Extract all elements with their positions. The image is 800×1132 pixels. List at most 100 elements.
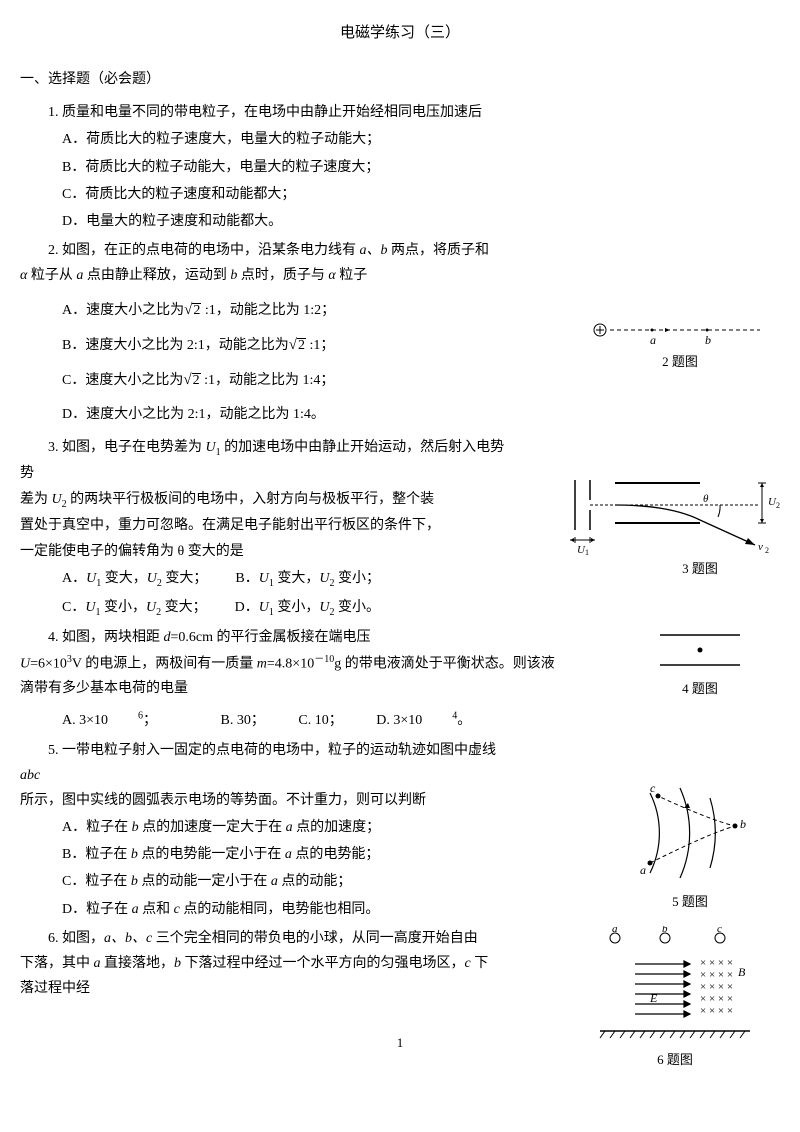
q2-opt-c-1: C．速度大小之比为 — [62, 373, 183, 388]
question-5: c b a 5 题图 5. 一带电粒子射入一固定的点电荷的电场中，粒子的运动轨迹… — [20, 738, 780, 922]
q3-b-1: B． — [235, 571, 258, 586]
svg-text:c: c — [650, 781, 656, 795]
q3-c-1: C． — [62, 600, 85, 615]
q3-c-3: 变大； — [161, 600, 207, 615]
q5-a-3: 点的加速度； — [293, 820, 381, 835]
svg-text:a: a — [650, 333, 656, 347]
q6-figure: a b c E × × × × × × × × × × × × × × × × — [590, 926, 760, 1071]
q5-a-a: a — [286, 820, 293, 835]
svg-text:1: 1 — [585, 548, 589, 555]
q6-b: b — [174, 956, 181, 971]
q3-stem-1: 3. 如图，电子在电势差为 — [48, 440, 206, 455]
q3-b-3: 变小； — [334, 571, 380, 586]
question-1: 1. 质量和电量不同的带电粒子，在电场中由静止开始经相同电压加速后 A．荷质比大… — [20, 100, 780, 234]
q4-d-end: 。 — [457, 713, 471, 728]
q3-figure: U1 v2 θ U2 3 题图 — [560, 465, 780, 580]
q6-abc: a、b、c — [104, 931, 152, 946]
svg-text:b: b — [662, 926, 668, 935]
q2-opt-a-1: A．速度大小之比为 — [62, 303, 184, 318]
q5-b-2: 点的电势能一定小于在 — [138, 847, 285, 862]
q4-stem-4: V 的电源上，两极间有一质量 — [72, 656, 257, 671]
q4-stem-3: =6×10 — [30, 656, 67, 671]
svg-text:B: B — [738, 965, 746, 979]
q3-d-3: 变小。 — [334, 600, 380, 615]
q4-supm10: －10 — [314, 654, 334, 665]
q4-figure: 4 题图 — [650, 625, 750, 700]
q3-a-u1: U — [86, 571, 96, 586]
q4-U: U — [20, 656, 30, 671]
question-2: a b 2 题图 2. 如图，在正的点电荷的电场中，沿某条电力线有 a、b 两点… — [20, 238, 780, 427]
q6-fig-label: 6 题图 — [590, 1048, 760, 1071]
question-3: U1 v2 θ U2 3 题图 3. 如图，电子在电势差为 U1 的加速电场中由… — [20, 435, 780, 622]
q6-stem-3: 直接落地， — [101, 956, 175, 971]
q5-c-2: 点的动能一定小于在 — [138, 874, 271, 889]
q5-c-1: C．粒子在 — [62, 874, 131, 889]
q5-b-a: a — [285, 847, 292, 862]
svg-text:b: b — [740, 817, 746, 831]
svg-text:b: b — [705, 333, 711, 347]
q5-d-3: 点的动能相同，电势能也相同。 — [180, 902, 380, 917]
q3-a-1: A． — [62, 571, 86, 586]
q4-opt-c: C. 10； — [298, 713, 342, 728]
q2-stem-1: 2. 如图，在正的点电荷的电场中，沿某条电力线有 — [48, 243, 360, 258]
q6-stem-4: 下落过程中经过一个水平方向的匀强电场区， — [181, 956, 465, 971]
q5-c-b: b — [131, 874, 138, 889]
q3-c-u2: U — [146, 600, 156, 615]
q5-d-a: a — [132, 902, 139, 917]
svg-text:a: a — [612, 926, 618, 935]
q3-c-u1: U — [85, 600, 95, 615]
svg-text:c: c — [717, 926, 722, 935]
q5-stem-1: 5. 一带电粒子射入一固定的点电荷的电场中，粒子的运动轨迹如图中虚线 — [20, 738, 780, 763]
q3-a-3: 变大； — [162, 571, 208, 586]
q2-opt-d: D．速度大小之比为 2:1，动能之比为 1:4。 — [62, 402, 780, 427]
q6-stem-1: 6. 如图， — [48, 931, 104, 946]
q3-u2: U — [52, 492, 62, 507]
q6-a: a — [94, 956, 101, 971]
q5-a-b: b — [132, 820, 139, 835]
q3-b-u1: U — [259, 571, 269, 586]
q2-alpha-2: α — [328, 268, 335, 283]
svg-text:v: v — [758, 541, 763, 553]
svg-text:× × × ×: × × × × — [700, 1005, 733, 1017]
q3-b-u2: U — [319, 571, 329, 586]
q5-b-b: b — [131, 847, 138, 862]
q2-stem-6: 粒子 — [336, 268, 368, 283]
question-4: 4 题图 4. 如图，两块相距 d=0.6cm 的平行金属板接在端电压 U=6×… — [20, 625, 780, 733]
q5-a-1: A．粒子在 — [62, 820, 132, 835]
q2-fig-label: 2 题图 — [590, 350, 770, 373]
q2-figure: a b 2 题图 — [590, 318, 770, 373]
q4-opt-a: A. 3×10 — [62, 713, 108, 728]
q5-c-3: 点的动能； — [278, 874, 352, 889]
q2-opt-b-2: :1； — [306, 338, 334, 353]
q3-c-2: 变小， — [100, 600, 146, 615]
q2-stem-4: 点由静止释放，运动到 — [83, 268, 230, 283]
page-title: 电磁学练习（三） — [20, 20, 780, 47]
q1-stem: 1. 质量和电量不同的带电粒子，在电场中由静止开始经相同电压加速后 — [20, 100, 780, 125]
q4-stem-1: 4. 如图，两块相距 — [48, 630, 164, 645]
svg-text:2: 2 — [765, 546, 769, 555]
q2-opt-c-2: :1，动能之比为 1:4； — [201, 373, 335, 388]
question-6: a b c E × × × × × × × × × × × × × × × × — [20, 926, 780, 1002]
q2-sqrt-c: 2 — [192, 373, 201, 388]
svg-text:θ: θ — [703, 493, 709, 505]
q1-option-c: C．荷质比大的粒子速度和动能都大； — [62, 182, 780, 207]
q4-stem-5: =4.8×10 — [267, 656, 314, 671]
q3-d-1: D． — [235, 600, 259, 615]
q2-ab: a、b — [360, 243, 388, 258]
q4-opt-d: D. 3×10 — [376, 713, 422, 728]
q5-b-3: 点的电势能； — [292, 847, 380, 862]
q3-b-2: 变大， — [274, 571, 320, 586]
q3-a-2: 变大， — [101, 571, 147, 586]
q5-d-2: 点和 — [139, 902, 174, 917]
q2-stem-5: 点时，质子与 — [237, 268, 328, 283]
q3-d-u2: U — [319, 600, 329, 615]
q4-a-end: ； — [143, 713, 157, 728]
q1-option-d: D．电量大的粒子速度和动能都大。 — [62, 209, 780, 234]
q5-abc: abc — [20, 768, 40, 783]
q5-a-2: 点的加速度一定大于在 — [139, 820, 286, 835]
q2-sqrt-a: 2 — [192, 303, 201, 318]
q4-fig-label: 4 题图 — [650, 677, 750, 700]
q5-b-1: B．粒子在 — [62, 847, 131, 862]
q3-u1: U — [206, 440, 216, 455]
svg-text:× × × ×: × × × × — [700, 969, 733, 981]
